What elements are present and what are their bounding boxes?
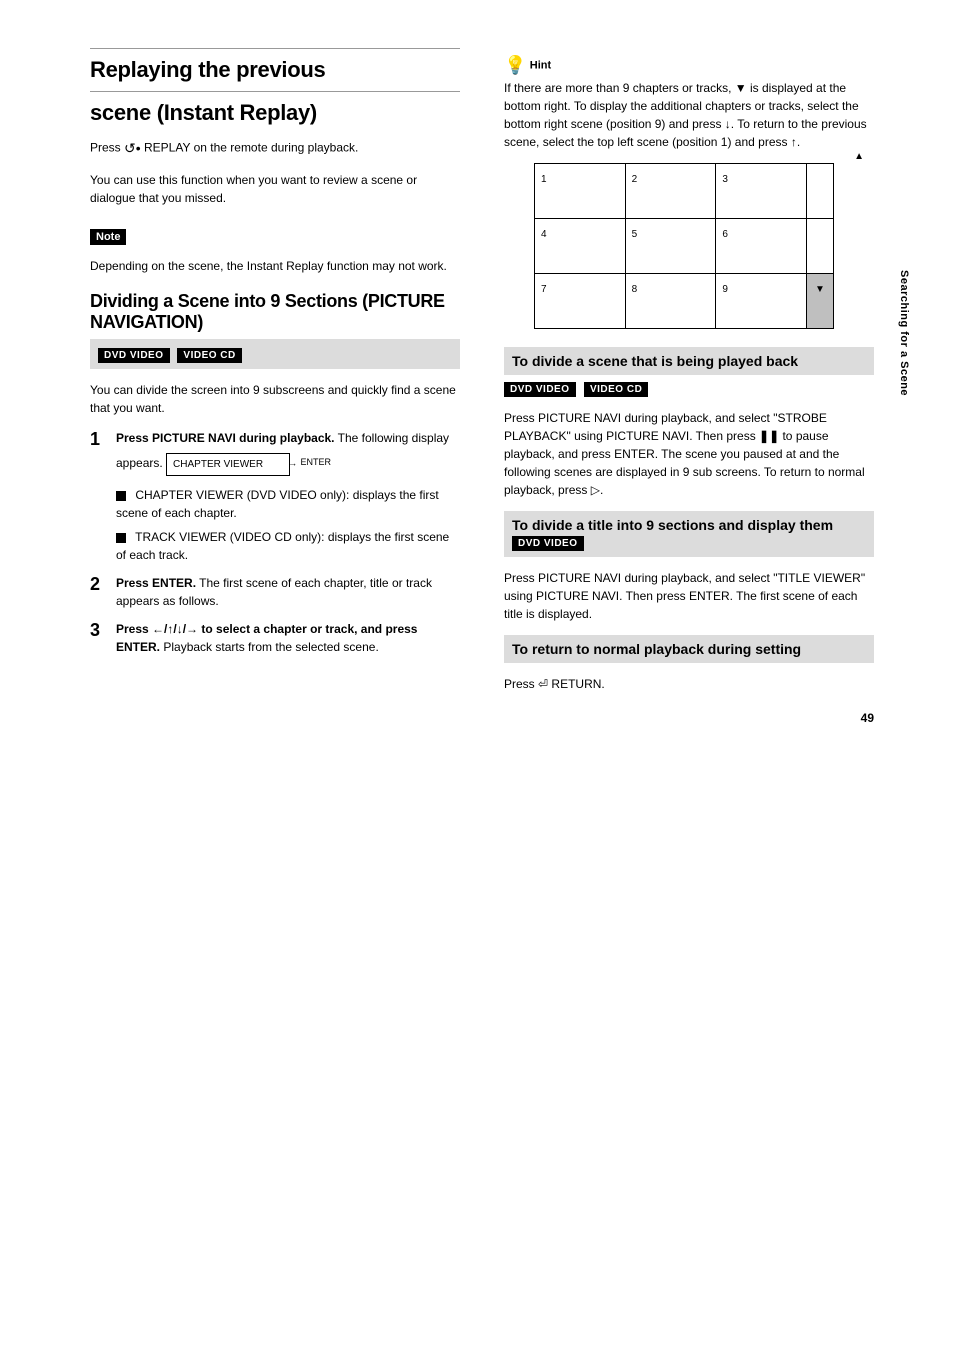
pause-icon: ❚❚ bbox=[759, 429, 779, 443]
badge-dvd-video: DVD VIDEO bbox=[512, 536, 584, 551]
bullet-icon bbox=[116, 533, 126, 543]
subsection-heading: To divide a scene that is being played b… bbox=[504, 347, 874, 375]
step-bold: Press ENTER. bbox=[116, 576, 196, 590]
grid-cell: 4 bbox=[535, 219, 626, 274]
grid-cell: 3 bbox=[716, 164, 807, 219]
step-bold: Press PICTURE NAVI during playback. bbox=[116, 431, 335, 445]
arrow-icon: → bbox=[288, 457, 297, 471]
rule bbox=[90, 91, 460, 92]
step-rest: Playback starts from the selected scene. bbox=[163, 640, 378, 654]
note-text: Depending on the scene, the Instant Repl… bbox=[90, 257, 460, 275]
bullet-icon bbox=[116, 491, 126, 501]
arrow-icons: ←/↑/↓/→ bbox=[152, 622, 198, 636]
badge-video-cd: VIDEO CD bbox=[584, 382, 648, 397]
up-triangle-icon: ▲ bbox=[854, 151, 864, 162]
grid-cell: 1 bbox=[535, 164, 626, 219]
step-sub: CHAPTER VIEWER (DVD VIDEO only): display… bbox=[90, 486, 460, 564]
sub-bold: CHAPTER VIEWER (DVD VIDEO only): bbox=[135, 488, 349, 502]
grid-cell: 8 bbox=[625, 274, 716, 329]
grid-down-icon: ▼ bbox=[807, 274, 834, 329]
grid-arrow-cell bbox=[807, 164, 834, 219]
play-icon: ▷ bbox=[591, 483, 600, 497]
step-1: 1 Press PICTURE NAVI during playback. Th… bbox=[90, 429, 460, 476]
section-heading: Dividing a Scene into 9 Sections (PICTUR… bbox=[90, 291, 460, 333]
intro-text: You can divide the screen into 9 subscre… bbox=[90, 381, 460, 417]
hint-block: 💡 Hint If there are more than 9 chapters… bbox=[504, 52, 874, 151]
grid-cell: 6 bbox=[716, 219, 807, 274]
sub-bold: TRACK VIEWER (VIDEO CD only): bbox=[135, 530, 324, 544]
badge-dvd-video: DVD VIDEO bbox=[98, 348, 170, 363]
return-icon: ⏎ bbox=[538, 677, 548, 691]
body-text: You can use this function when you want … bbox=[90, 171, 460, 207]
step-number: 1 bbox=[90, 429, 116, 476]
hint-icon: 💡 bbox=[504, 52, 526, 79]
body-text: Press PICTURE NAVI during playback, and … bbox=[504, 409, 874, 499]
step-number: 2 bbox=[90, 574, 116, 610]
viewer-box: CHAPTER VIEWER ENTER → bbox=[166, 453, 290, 476]
grid-cell: 7 bbox=[535, 274, 626, 329]
badge-video-cd: VIDEO CD bbox=[177, 348, 241, 363]
grid-cell: 5 bbox=[625, 219, 716, 274]
step-number: 3 bbox=[90, 620, 116, 656]
heading-line2: scene (Instant Replay) bbox=[90, 100, 460, 126]
heading-line1: Replaying the previous bbox=[90, 57, 460, 83]
step-2: 2 Press ENTER. The first scene of each c… bbox=[90, 574, 460, 610]
body-text: Press ⏎ RETURN. bbox=[504, 675, 874, 693]
side-tab: Searching for a Scene bbox=[898, 270, 910, 396]
page-number: 49 bbox=[861, 711, 874, 725]
grid-cell: 2 bbox=[625, 164, 716, 219]
badge-dvd-video: DVD VIDEO bbox=[504, 382, 576, 397]
step-3: 3 Press ←/↑/↓/→ to select a chapter or t… bbox=[90, 620, 460, 656]
grid-cell: 9 bbox=[716, 274, 807, 329]
enter-label: ENTER bbox=[301, 456, 332, 470]
replay-icon: ↺• bbox=[124, 138, 141, 159]
subsection-heading: To divide a title into 9 sections and di… bbox=[504, 511, 874, 557]
grid-arrow-cell bbox=[807, 219, 834, 274]
note-label: Note bbox=[90, 229, 126, 245]
body-text: Press PICTURE NAVI during playback, and … bbox=[504, 569, 874, 623]
subsection-heading: To return to normal playback during sett… bbox=[504, 635, 874, 663]
hint-label: Hint bbox=[530, 60, 551, 72]
body-text: Press ↺• REPLAY on the remote during pla… bbox=[90, 138, 460, 159]
gray-bar: DVD VIDEO VIDEO CD bbox=[90, 339, 460, 369]
step-bold: Press bbox=[116, 622, 152, 636]
nav-grid: 1 2 3 4 5 6 7 8 9 ▼ bbox=[534, 163, 834, 329]
down-triangle-icon: ▼ bbox=[735, 81, 747, 95]
rule bbox=[90, 48, 460, 49]
